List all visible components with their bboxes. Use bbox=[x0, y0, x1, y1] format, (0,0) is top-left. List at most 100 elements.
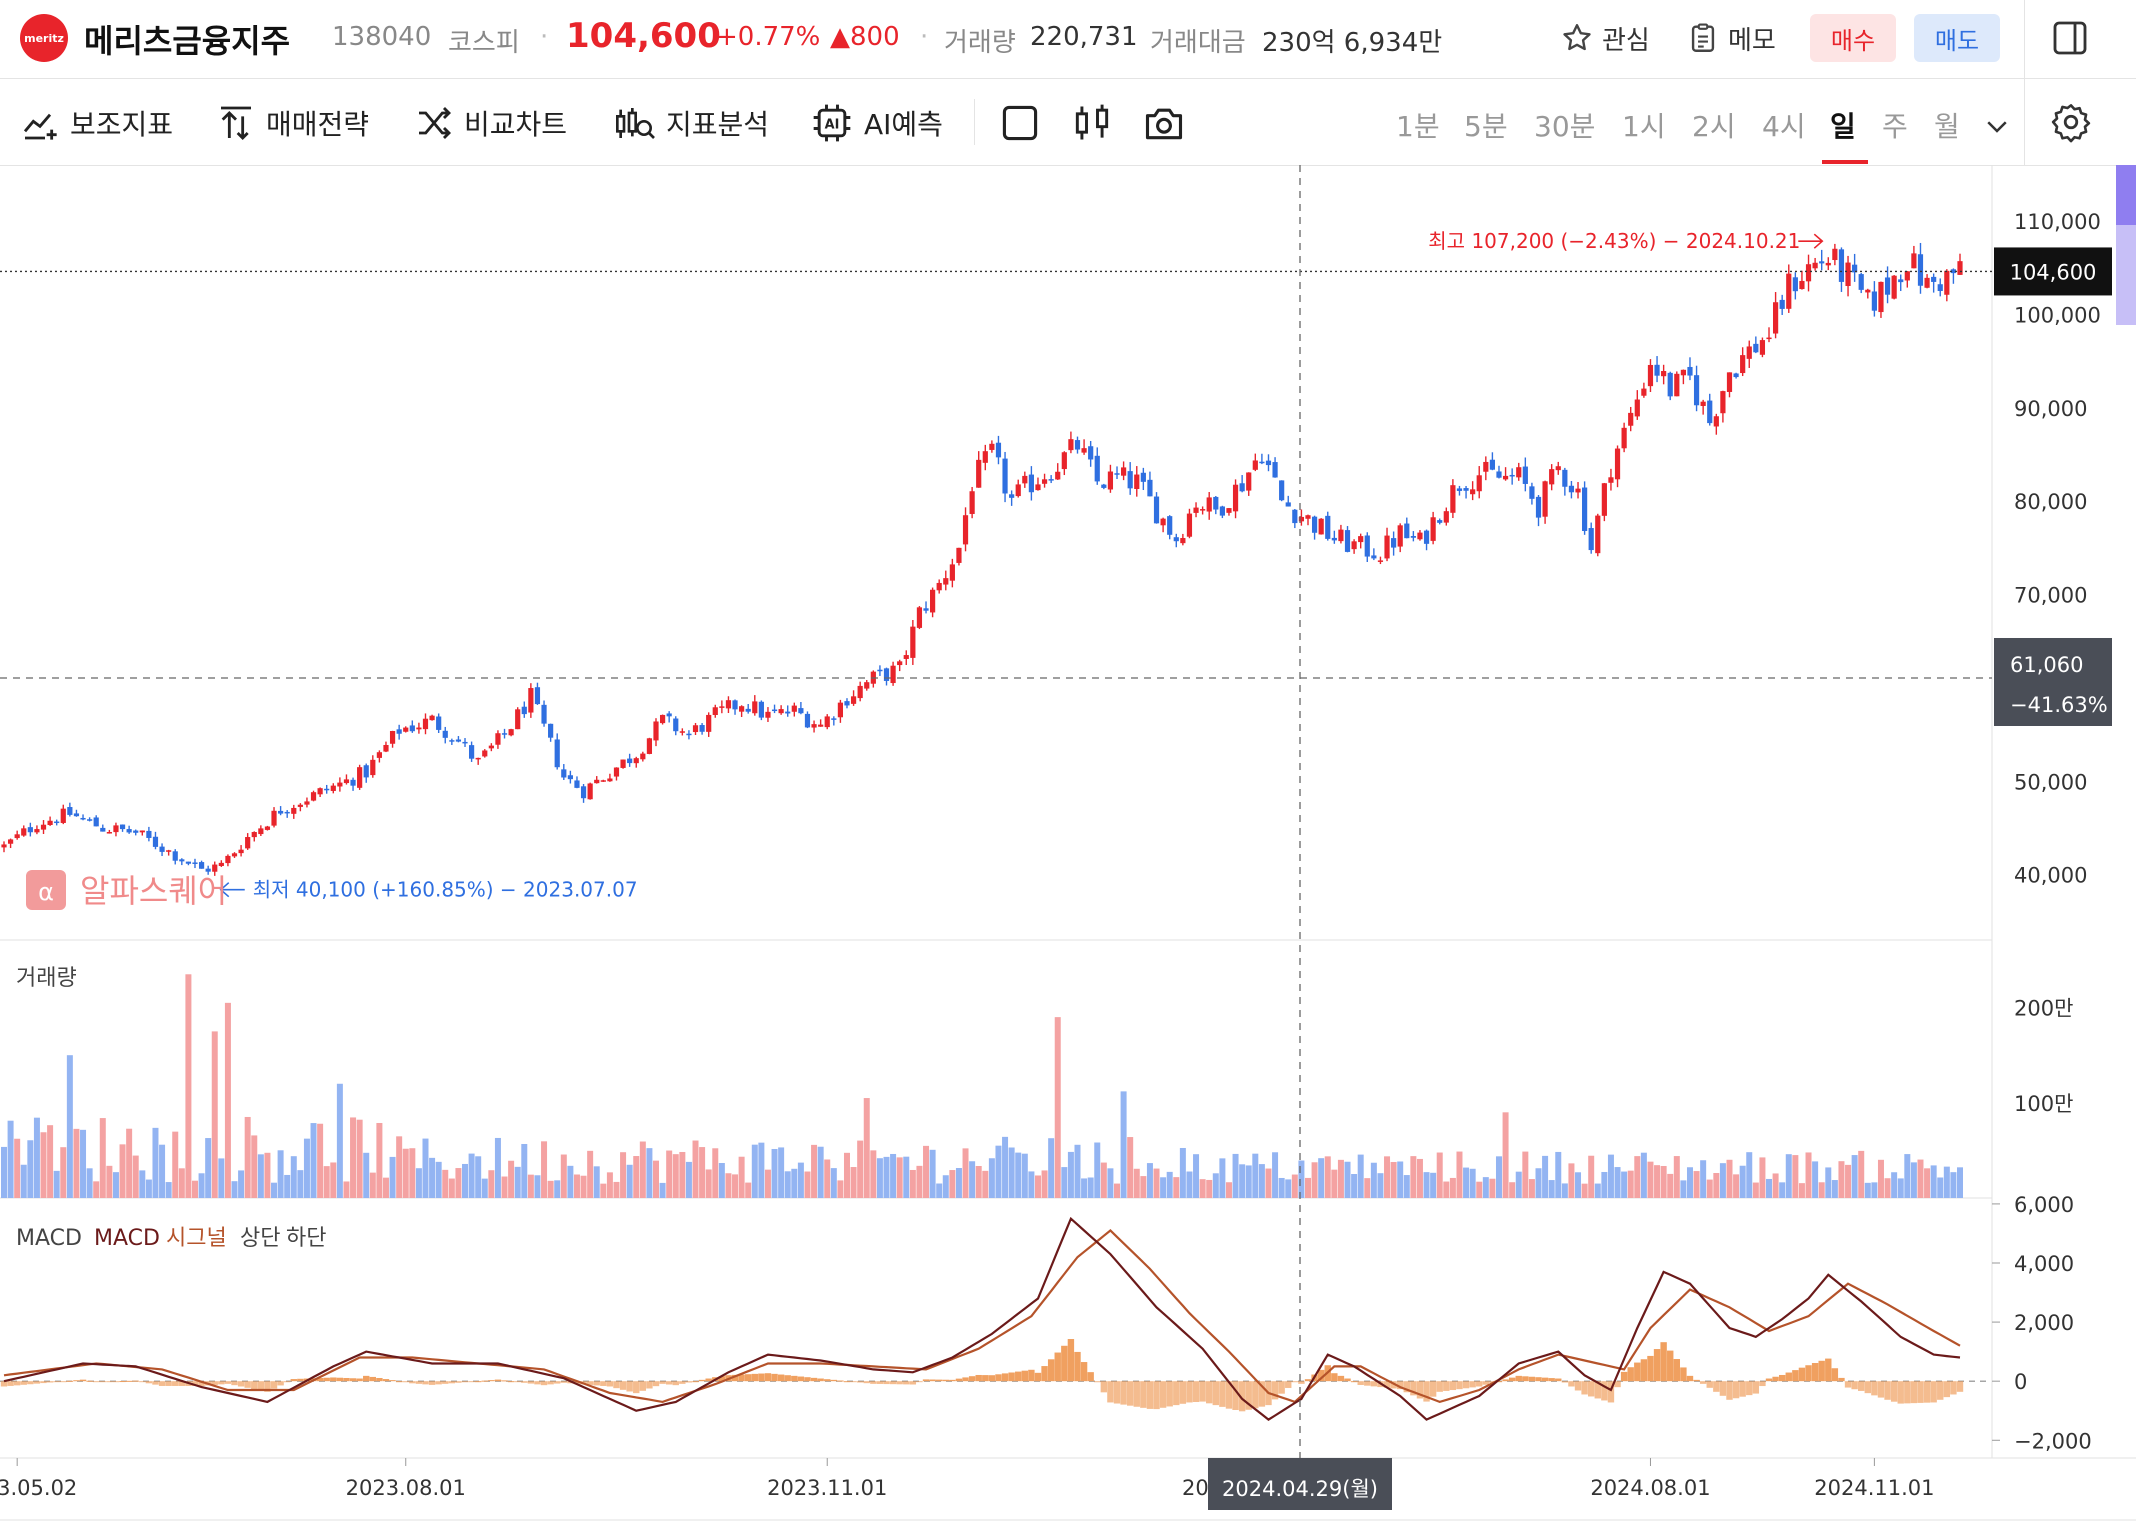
macd-histogram-bar bbox=[1871, 1381, 1878, 1396]
gear-icon[interactable] bbox=[2050, 101, 2092, 143]
macd-histogram-bar bbox=[1225, 1381, 1233, 1409]
memo-label: 메모 bbox=[1728, 25, 1776, 56]
volume-bar bbox=[1331, 1169, 1338, 1198]
volume-bar bbox=[1179, 1147, 1186, 1198]
period-2h[interactable]: 2시 bbox=[1692, 110, 1736, 143]
candle-body bbox=[1094, 455, 1100, 482]
scroll-indicator[interactable] bbox=[2116, 165, 2136, 225]
period-day[interactable]: 일 bbox=[1830, 110, 1856, 143]
macd-histogram-bar bbox=[1561, 1381, 1569, 1383]
candle-body bbox=[100, 827, 106, 832]
volume-bar bbox=[1015, 1152, 1022, 1198]
macd-histogram-bar bbox=[1317, 1369, 1325, 1382]
macd-histogram-bar bbox=[501, 1380, 508, 1382]
macd-histogram-bar bbox=[540, 1381, 548, 1386]
candle-body bbox=[47, 820, 53, 826]
volume-bar bbox=[468, 1153, 475, 1198]
period-5min[interactable]: 5분 bbox=[1464, 110, 1508, 143]
period-1min[interactable]: 1분 bbox=[1396, 110, 1440, 143]
volume-bar bbox=[797, 1162, 804, 1198]
macd-histogram-bar bbox=[53, 1381, 60, 1383]
macd-histogram-bar bbox=[1930, 1381, 1937, 1403]
candle-body bbox=[653, 721, 659, 741]
candle-body bbox=[1944, 270, 1950, 295]
macd-histogram-bar bbox=[1950, 1381, 1957, 1395]
macd-histogram-bar bbox=[60, 1381, 67, 1383]
watch-button[interactable]: 관심 bbox=[1560, 14, 1650, 62]
candle-body bbox=[1022, 475, 1028, 484]
macd-histogram-bar bbox=[1140, 1381, 1147, 1408]
candle-body bbox=[93, 817, 99, 827]
macd-histogram-bar bbox=[461, 1381, 469, 1383]
period-30min[interactable]: 30분 bbox=[1534, 110, 1596, 143]
macd-histogram-bar bbox=[224, 1381, 232, 1384]
candle-body bbox=[409, 725, 415, 732]
camera-icon[interactable] bbox=[1142, 101, 1186, 145]
volume-bar bbox=[1726, 1159, 1733, 1198]
candle-body bbox=[1614, 448, 1621, 480]
volume-bar bbox=[343, 1181, 350, 1198]
candle-type-icon[interactable] bbox=[1070, 101, 1114, 145]
candle-body bbox=[574, 780, 580, 788]
strategy-tool[interactable]: 매매전략 bbox=[216, 101, 369, 145]
macd-histogram-bar bbox=[1798, 1367, 1806, 1382]
macd-histogram-bar bbox=[514, 1381, 521, 1383]
volume-bar bbox=[1858, 1150, 1865, 1198]
macd-histogram-bar bbox=[1713, 1381, 1720, 1392]
macd-histogram-bar bbox=[633, 1381, 640, 1394]
volume-bar bbox=[1100, 1162, 1107, 1198]
volume-bar bbox=[1225, 1182, 1232, 1198]
volume-bar bbox=[350, 1117, 357, 1198]
period-month[interactable]: 월 bbox=[1934, 110, 1960, 143]
sell-button[interactable]: 매도 bbox=[1914, 14, 2000, 62]
candle-body bbox=[87, 819, 93, 821]
macd-histogram-bar bbox=[771, 1373, 778, 1382]
candle-body bbox=[1733, 373, 1739, 378]
stock-name[interactable]: 메리츠금융지주 bbox=[84, 22, 291, 60]
memo-button[interactable]: 메모 bbox=[1686, 14, 1776, 62]
compare-tool[interactable]: 비교차트 bbox=[414, 101, 567, 145]
volume-bar bbox=[224, 1002, 231, 1198]
scroll-track[interactable] bbox=[2116, 225, 2136, 325]
indicator-icon bbox=[23, 113, 57, 140]
square-draw-icon[interactable] bbox=[998, 101, 1042, 145]
volume-bar bbox=[1542, 1155, 1549, 1198]
macd-histogram-bar bbox=[600, 1381, 607, 1386]
analysis-tool[interactable]: 지표분석 bbox=[612, 101, 769, 145]
panel-toggle-icon[interactable] bbox=[2050, 18, 2090, 58]
candle-body bbox=[1226, 508, 1232, 513]
current-price: 104,600 bbox=[566, 16, 721, 56]
candle-body bbox=[982, 451, 988, 463]
volume-bar bbox=[1384, 1156, 1391, 1198]
candle-body bbox=[133, 830, 139, 833]
macd-histogram-bar bbox=[46, 1381, 54, 1383]
stock-code: 138040 bbox=[332, 22, 432, 52]
candle-body bbox=[14, 834, 20, 839]
candle-body bbox=[429, 715, 435, 721]
period-1h[interactable]: 1시 bbox=[1622, 110, 1666, 143]
macd-histogram-bar bbox=[1094, 1381, 1101, 1383]
volume-bar bbox=[804, 1171, 811, 1198]
period-4h[interactable]: 4시 bbox=[1762, 110, 1806, 143]
ai-predict-tool[interactable]: AI AI예측 bbox=[810, 101, 943, 145]
indicator-tool[interactable]: 보조지표 bbox=[20, 101, 173, 145]
macd-histogram-bar bbox=[1107, 1381, 1114, 1403]
candle-body bbox=[1120, 467, 1127, 476]
volume-bar bbox=[415, 1168, 422, 1198]
macd-histogram-bar bbox=[481, 1380, 488, 1382]
period-week[interactable]: 주 bbox=[1882, 110, 1908, 143]
volume-bar bbox=[1568, 1163, 1575, 1198]
volume-bar bbox=[514, 1166, 521, 1198]
candle-body bbox=[1391, 538, 1397, 548]
tool-label: 매매전략 bbox=[266, 108, 370, 141]
candle-body bbox=[396, 729, 402, 734]
macd-axis-tick: 6,000 bbox=[2014, 1193, 2074, 1217]
volume-bar bbox=[1133, 1168, 1140, 1198]
chevron-down-icon[interactable] bbox=[1982, 111, 2012, 141]
volume-bar bbox=[27, 1140, 34, 1198]
buy-button[interactable]: 매수 bbox=[1810, 14, 1896, 62]
volume-bar bbox=[244, 1116, 251, 1198]
macd-line bbox=[3, 1216, 1961, 1421]
macd-histogram-bar bbox=[1634, 1362, 1641, 1382]
